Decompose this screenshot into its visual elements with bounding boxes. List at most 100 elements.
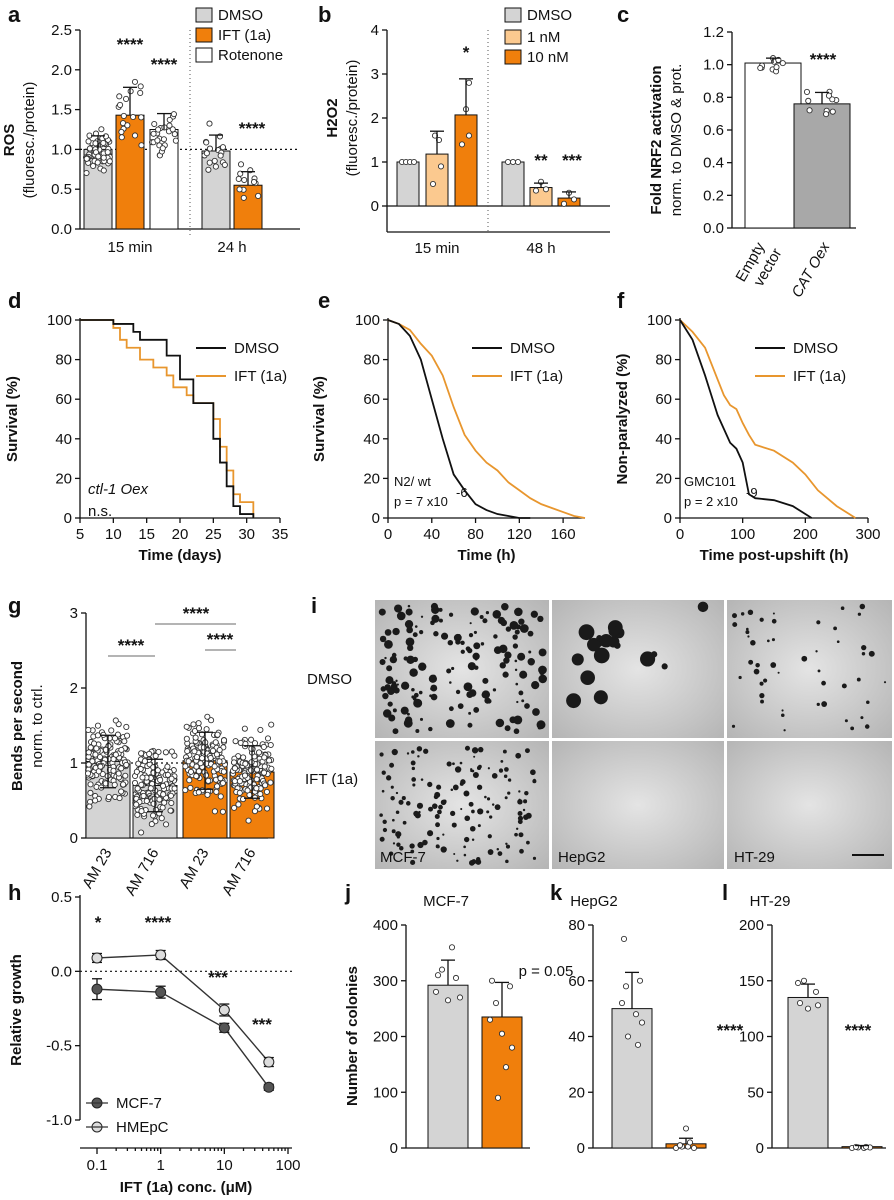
panel-e-series-line [387,319,586,519]
panel-i-colony [504,796,508,800]
panel-k-label: k [550,880,563,905]
panel-k-point [636,977,644,984]
panel-g-point [164,771,171,778]
panel-i-colony [517,799,523,805]
panel-i-colony [578,624,595,641]
panel-i-colony [433,631,439,637]
panel-i-colony [411,695,415,699]
panel-g-point [261,754,268,761]
panel-b-bar [396,161,420,207]
panel-f-annotation2: p = 2 x10 [684,494,738,509]
panel-g-point [236,789,243,796]
panel-k-title: HepG2 [570,893,618,910]
panel-a-point [217,152,224,159]
panel-a-point [151,120,158,128]
panel-i-colony [470,768,473,771]
panel-i-colony [493,646,502,655]
panel-g-point [168,748,175,755]
panel-b-point [437,163,445,170]
panel-h-label: h [8,880,21,905]
panel-i-colony [883,681,887,684]
panel-b-legend-label: 10 nM [527,49,569,66]
panel-b-group-label: 48 h [526,240,555,257]
panel-i-colony [411,777,416,782]
panel-e-y-tick-label: 80 [363,352,380,369]
panel-a-point [221,161,228,168]
panel-e-y-tick-label: 60 [363,391,380,408]
panel-a-point [124,122,131,129]
panel-d-x-tick-label: 20 [172,526,189,543]
panel-j-y-tick-label: 100 [373,1084,398,1101]
panel-i-colony [407,604,411,608]
panel-c-y-tick-label: 0.0 [703,220,724,237]
panel-i-colony [380,686,387,692]
panel-g-point [195,789,202,796]
panel-i-colony [514,832,518,837]
panel-e-x-tick-label: 40 [423,526,440,543]
panel-g-y-tick-label: 3 [70,605,78,622]
panel-i-colony [418,662,427,671]
panel-i-colony [464,815,471,822]
panel-i-colony [507,778,512,782]
panel-a-point [131,78,139,85]
panel-g-point [190,721,197,728]
panel-i-colony [496,848,500,851]
panel-i-colony [434,814,440,819]
panel-g-point [195,725,203,732]
panel-i-colony [440,846,447,853]
panel-c-x-label: CAT Oex [788,239,833,300]
panel-i-colony [502,749,507,754]
panel-i-colony [379,836,385,842]
panel-j-point [506,983,514,990]
panel-j-point [486,1016,494,1023]
panel-i-colony [593,690,608,705]
panel-i-colony [503,657,510,664]
panel-i-colony [473,755,476,758]
panel-i-colony [417,841,424,849]
panel-l-point [796,1000,804,1007]
panel-a-point [104,149,111,156]
panel-i-colony [475,859,482,865]
panel-b-label: b [318,2,331,27]
panel-i-colony [423,748,429,754]
panel-i-colony [497,851,503,856]
panel-g-point [133,768,140,775]
panel-i-colony [391,748,398,756]
panel-i-colony [527,630,534,637]
panel-g-point [86,803,93,810]
panel-g-point [140,792,147,800]
panel-d-x-tick-label: 25 [205,526,222,543]
panel-i-colony [384,639,393,649]
panel-c-point [779,60,786,67]
panel-d-x-tick-label: 30 [238,526,255,543]
panel-a-y-tick-label: 2.0 [51,62,72,79]
panel-h-y-tick-label: 0.5 [51,889,72,906]
panel-a-point [95,153,102,160]
panel-g-point [94,722,102,729]
panel-i-colony [386,665,393,672]
panel-i-colony [840,606,845,611]
panel-i-colony [413,692,419,698]
panel-i-colony [474,657,478,661]
panel-i-colony [435,822,440,828]
panel-a-group-label: 15 min [107,239,152,256]
panel-i-colony [428,726,433,732]
panel-i-colony [587,637,601,652]
panel-i-colony [528,650,532,654]
panel-i-colony [745,630,750,635]
panel-g-point [248,767,255,774]
panel-j-y-tick-label: 400 [373,917,398,934]
panel-i-colony [486,797,491,801]
panel-i-colony [473,642,481,650]
panel-i-colony [500,760,504,763]
panel-g-point [262,782,269,789]
panel-g-point [261,763,268,770]
panel-i-colony [382,827,388,833]
panel-i-colony [468,689,477,697]
panel-i-colony [442,799,447,804]
panel-l-sig-label: **** [845,1021,872,1040]
panel-i-colony [379,635,387,643]
panel-i-micrograph [727,741,892,869]
panel-i-colony [524,703,530,709]
panel-i-colony [538,674,548,684]
